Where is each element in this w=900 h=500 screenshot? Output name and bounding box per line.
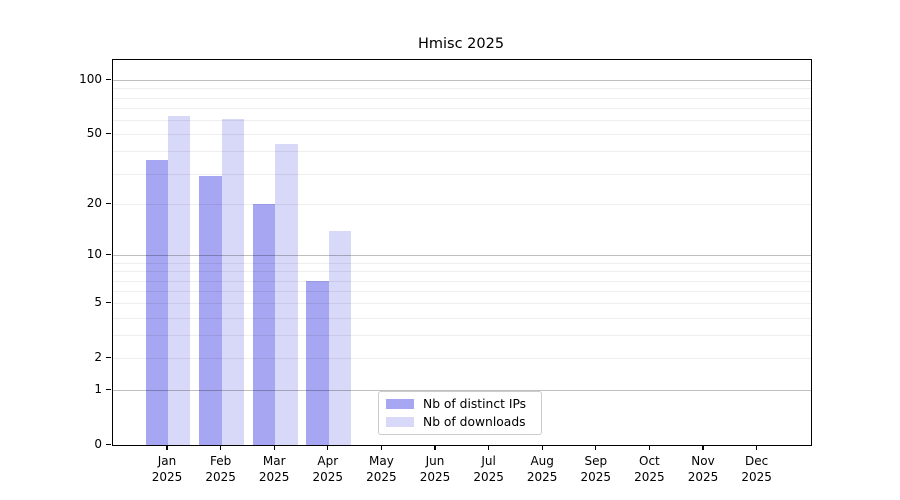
gridline-7 — [113, 280, 811, 282]
x-tick-label-jul: Jul 2025 — [473, 454, 504, 484]
gridline-2 — [113, 358, 811, 360]
x-tick-sep — [595, 445, 597, 450]
y-tick-5 — [106, 301, 111, 304]
x-tick-jul — [488, 445, 490, 450]
bar-downloads-mar — [275, 144, 298, 445]
y-tick-100 — [106, 78, 111, 80]
chart-title: Hmisc 2025 — [417, 36, 505, 52]
bar-distinct-ips-mar — [252, 204, 276, 445]
gridline-9 — [113, 263, 811, 264]
x-tick-label-aug: Aug 2025 — [526, 454, 558, 484]
legend-swatch-distinct-ips — [386, 399, 414, 409]
legend-swatch-downloads — [386, 417, 414, 427]
legend-item-downloads: Nb of downloads — [386, 415, 541, 429]
plot-area — [112, 59, 812, 446]
x-tick-label-mar: Mar 2025 — [258, 454, 290, 484]
y-tick-label-2: 2 — [94, 350, 102, 365]
x-tick-label-feb: Feb 2025 — [205, 454, 236, 484]
x-tick-label-nov: Nov 2025 — [687, 454, 719, 484]
x-tick-apr — [327, 445, 329, 450]
gridline-90 — [113, 88, 811, 90]
gridline-70 — [113, 108, 811, 110]
x-tick-label-sep: Sep 2025 — [580, 454, 612, 484]
x-tick-mar — [273, 445, 275, 450]
gridline-40 — [113, 151, 811, 153]
x-tick-label-jun: Jun 2025 — [419, 454, 451, 484]
gridline-100 — [113, 80, 811, 82]
gridline-50 — [113, 134, 811, 136]
y-tick-label-50: 50 — [86, 126, 102, 141]
gridline-20 — [113, 204, 811, 206]
y-tick-label-0: 0 — [94, 437, 102, 451]
x-tick-label-apr: Apr 2025 — [312, 454, 344, 484]
x-tick-label-oct: Oct 2025 — [634, 454, 665, 484]
x-tick-label-dec: Dec 2025 — [741, 454, 772, 484]
y-tick-label-20: 20 — [86, 196, 102, 211]
y-tick-label-1: 1 — [94, 382, 102, 397]
y-tick-label-5: 5 — [94, 295, 102, 310]
x-tick-nov — [702, 445, 704, 450]
legend-label-downloads: Nb of downloads — [423, 415, 526, 429]
legend: Nb of distinct IPs Nb of downloads — [378, 391, 542, 435]
y-tick-50 — [106, 132, 111, 134]
gridline-60 — [113, 120, 811, 122]
gridline-80 — [113, 97, 811, 99]
bar-distinct-ips-apr — [306, 280, 329, 445]
y-tick-0 — [106, 443, 111, 445]
bar-downloads-feb — [221, 118, 244, 445]
x-tick-may — [380, 445, 382, 450]
y-tick-20 — [106, 202, 111, 205]
gridline-6 — [113, 291, 811, 293]
gridline-30 — [113, 173, 811, 175]
y-tick-2 — [106, 356, 111, 358]
x-tick-dec — [756, 445, 758, 450]
gridline-10 — [113, 255, 811, 257]
x-tick-label-may: May 2025 — [366, 454, 397, 484]
gridline-8 — [113, 271, 811, 273]
gridline-3 — [113, 335, 811, 337]
bar-distinct-ips-jan — [145, 159, 168, 445]
legend-item-distinct-ips: Nb of distinct IPs — [386, 397, 541, 411]
x-tick-jun — [434, 445, 436, 450]
legend-label-distinct-ips: Nb of distinct IPs — [423, 397, 527, 411]
bar-downloads-jan — [168, 116, 191, 445]
gridline-1 — [113, 390, 811, 392]
y-tick-10 — [106, 253, 111, 256]
x-tick-label-jan: Jan 2025 — [151, 454, 183, 484]
x-tick-jan — [166, 445, 168, 450]
y-tick-label-100: 100 — [79, 72, 102, 87]
y-tick-label-10: 10 — [86, 247, 102, 262]
x-tick-oct — [648, 445, 650, 450]
x-tick-feb — [220, 445, 222, 450]
x-tick-aug — [541, 445, 543, 450]
bar-distinct-ips-feb — [199, 176, 222, 445]
gridline-5 — [113, 303, 811, 305]
y-tick-1 — [106, 388, 111, 390]
gridline-4 — [113, 317, 811, 319]
bar-downloads-apr — [328, 230, 352, 445]
